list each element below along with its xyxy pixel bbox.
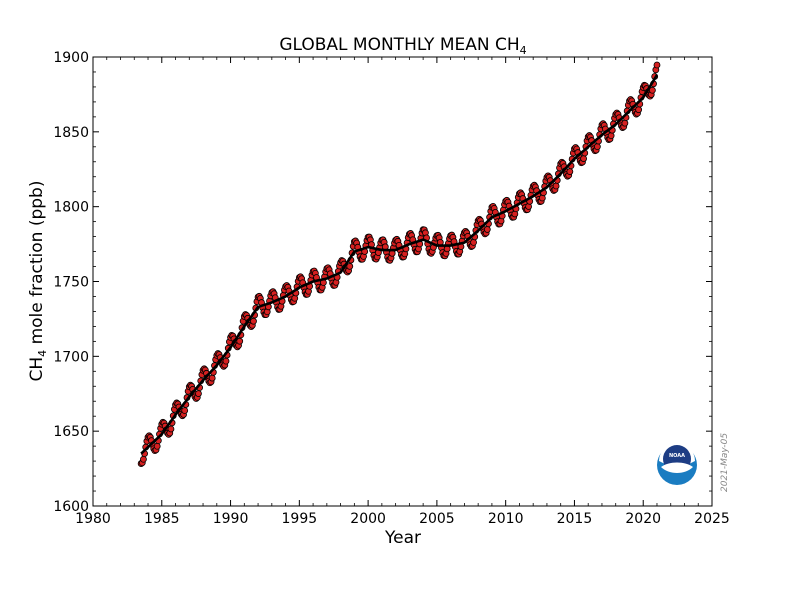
monthly-data-point xyxy=(140,455,147,463)
monthly-data-point xyxy=(181,407,189,414)
monthly-data-point xyxy=(483,226,491,233)
y-axis-label-rest: mole fraction (ppb) xyxy=(27,181,47,350)
chart-title-subscript: 4 xyxy=(520,44,527,57)
monthly-data-point xyxy=(346,262,354,270)
x-tick-label: 1980 xyxy=(75,511,111,527)
monthly-data-point xyxy=(653,61,661,69)
monthly-data-point xyxy=(635,106,643,114)
monthly-data-point xyxy=(552,182,560,190)
y-tick-label: 1700 xyxy=(53,349,89,365)
monthly-data-point xyxy=(648,86,656,94)
y-axis: 1600 1650 1700 1750 1800 1850 1900 xyxy=(53,50,712,515)
x-tick-label: 1990 xyxy=(213,511,249,527)
x-tick-label: 2010 xyxy=(488,511,524,527)
x-axis-label: Year xyxy=(384,528,421,548)
date-stamp: 2021-May-05 xyxy=(720,433,730,492)
monthly-data-point xyxy=(607,132,615,140)
y-tick-label: 1800 xyxy=(53,200,89,216)
x-tick-label: 2025 xyxy=(694,511,730,527)
monthly-data-point xyxy=(195,390,202,397)
chart-title: GLOBAL MONTHLY MEAN CH4 xyxy=(279,35,526,57)
noaa-logo: NOAA xyxy=(657,443,697,485)
monthly-data-point xyxy=(208,374,216,382)
x-tick-label: 1995 xyxy=(282,511,318,527)
monthly-data-point xyxy=(153,442,161,450)
y-tick-label: 1900 xyxy=(53,50,89,66)
monthly-data-point xyxy=(470,238,477,246)
x-tick-label: 2000 xyxy=(350,511,386,527)
monthly-data-point xyxy=(566,168,574,175)
monthly-series-line xyxy=(140,64,658,464)
y-tick-label: 1850 xyxy=(53,125,89,141)
y-tick-label: 1600 xyxy=(53,499,89,515)
x-tick-label: 1985 xyxy=(144,511,180,527)
trend-line xyxy=(140,74,659,455)
monthly-data-point xyxy=(593,143,601,151)
noaa-logo-text: NOAA xyxy=(669,453,685,459)
monthly-data-point xyxy=(621,119,629,127)
x-tick-label: 2020 xyxy=(625,511,661,527)
x-axis: 1980 1985 1990 1995 2000 2005 2010 2015 2020 2025 xyxy=(75,57,730,527)
y-axis-label-subscript: 4 xyxy=(36,350,49,357)
x-tick-label: 2005 xyxy=(419,511,455,527)
x-tick-label: 2015 xyxy=(557,511,593,527)
y-axis-label: CH4 mole fraction (ppb) xyxy=(27,181,49,382)
monthly-data-point xyxy=(222,357,230,365)
y-axis-label-main: CH xyxy=(27,357,47,382)
y-tick-label: 1650 xyxy=(53,424,89,440)
series-layer xyxy=(137,61,661,467)
chart-title-main: GLOBAL MONTHLY MEAN CH xyxy=(279,35,519,55)
monthly-data-point xyxy=(580,155,588,162)
monthly-data-point xyxy=(250,317,257,325)
monthly-data-point xyxy=(167,425,175,433)
noaa-logo-wave-icon xyxy=(661,462,693,473)
y-tick-label: 1750 xyxy=(53,275,89,291)
monthly-data-point xyxy=(236,337,244,345)
